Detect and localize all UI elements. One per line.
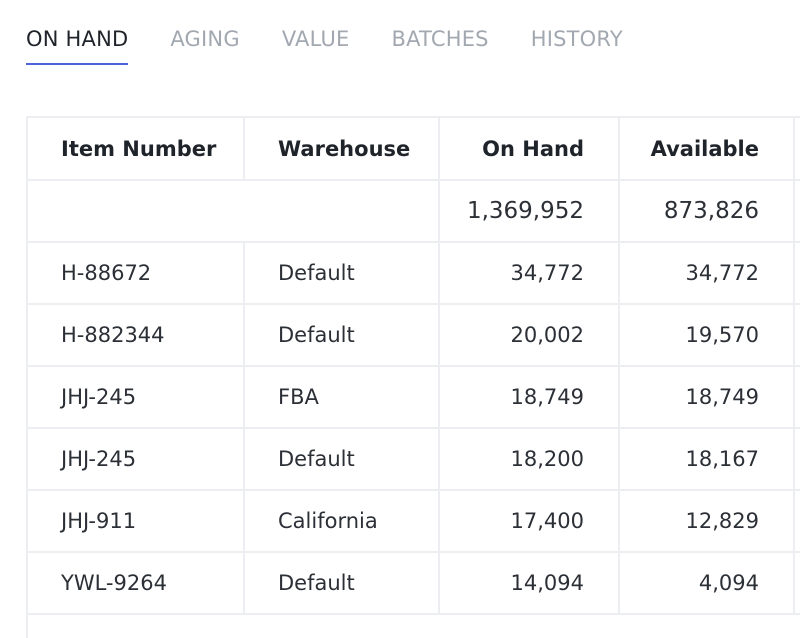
item-number-cell: YWL-9264 <box>28 552 245 615</box>
totals-overflow-cell <box>794 180 800 243</box>
column-header-item-number[interactable]: Item Number <box>28 118 245 181</box>
warehouse-cell: Default <box>244 428 440 491</box>
warehouse-cell: Default <box>244 242 440 305</box>
overflow-cell <box>794 552 800 615</box>
tab-on-hand[interactable]: ON HAND <box>26 27 129 65</box>
on-hand-cell: 34,772 <box>439 242 620 305</box>
inventory-table: Item Number Warehouse On Hand Available … <box>28 118 800 615</box>
column-header-overflow <box>794 118 800 181</box>
total-on-hand: 1,369,952 <box>439 180 620 243</box>
overflow-cell <box>794 490 800 553</box>
table-row[interactable]: JHJ-245 FBA 18,749 18,749 <box>28 366 800 429</box>
table-row[interactable]: JHJ-245 Default 18,200 18,167 <box>28 428 800 491</box>
overflow-cell <box>794 428 800 491</box>
available-cell: 34,772 <box>619 242 795 305</box>
table-row[interactable]: H-882344 Default 20,002 19,570 <box>28 304 800 367</box>
item-number-cell: H-88672 <box>28 242 245 305</box>
overflow-cell <box>794 242 800 305</box>
warehouse-cell: FBA <box>244 366 440 429</box>
tab-batches[interactable]: BATCHES <box>391 27 489 51</box>
table-header-row: Item Number Warehouse On Hand Available <box>28 118 800 181</box>
overflow-cell <box>794 304 800 367</box>
warehouse-cell: Default <box>244 304 440 367</box>
available-cell: 19,570 <box>619 304 795 367</box>
available-cell: 12,829 <box>619 490 795 553</box>
tab-value[interactable]: VALUE <box>281 27 350 51</box>
on-hand-cell: 14,094 <box>439 552 620 615</box>
table-row[interactable]: JHJ-911 California 17,400 12,829 <box>28 490 800 553</box>
column-header-available[interactable]: Available <box>619 118 795 181</box>
on-hand-cell: 17,400 <box>439 490 620 553</box>
item-number-cell: JHJ-245 <box>28 428 245 491</box>
table-row[interactable]: YWL-9264 Default 14,094 4,094 <box>28 552 800 615</box>
item-number-cell: JHJ-911 <box>28 490 245 553</box>
totals-label-cell <box>28 180 440 243</box>
warehouse-cell: Default <box>244 552 440 615</box>
available-cell: 18,167 <box>619 428 795 491</box>
on-hand-cell: 18,749 <box>439 366 620 429</box>
on-hand-cell: 20,002 <box>439 304 620 367</box>
totals-row: 1,369,952 873,826 <box>28 180 800 243</box>
total-available: 873,826 <box>619 180 795 243</box>
column-header-warehouse[interactable]: Warehouse <box>244 118 440 181</box>
available-cell: 4,094 <box>619 552 795 615</box>
item-number-cell: H-882344 <box>28 304 245 367</box>
on-hand-cell: 18,200 <box>439 428 620 491</box>
warehouse-cell: California <box>244 490 440 553</box>
column-header-on-hand[interactable]: On Hand <box>439 118 620 181</box>
tab-history[interactable]: HISTORY <box>530 27 623 51</box>
table-row[interactable]: H-88672 Default 34,772 34,772 <box>28 242 800 305</box>
tab-bar: ON HAND AGING VALUE BATCHES HISTORY <box>26 27 665 69</box>
available-cell: 18,749 <box>619 366 795 429</box>
inventory-table-container[interactable]: Item Number Warehouse On Hand Available … <box>26 116 800 638</box>
tab-aging[interactable]: AGING <box>170 27 240 51</box>
overflow-cell <box>794 366 800 429</box>
item-number-cell: JHJ-245 <box>28 366 245 429</box>
